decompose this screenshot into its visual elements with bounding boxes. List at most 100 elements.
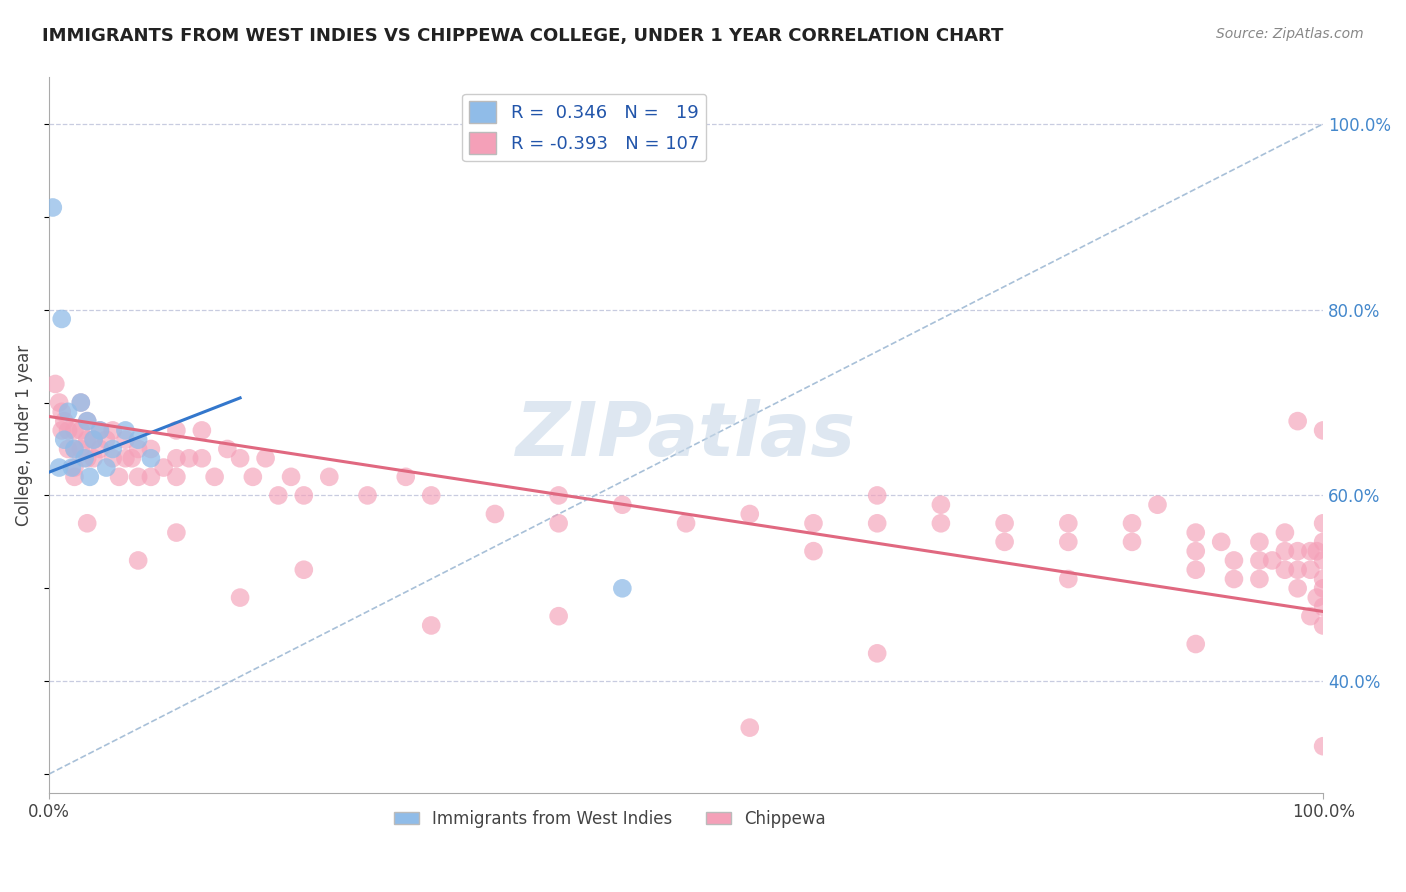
Point — [101, 424, 124, 438]
Point — [179, 451, 201, 466]
Point — [675, 516, 697, 531]
Point — [738, 507, 761, 521]
Point — [356, 488, 378, 502]
Point — [1146, 498, 1168, 512]
Point — [929, 498, 952, 512]
Point — [73, 451, 96, 466]
Point — [1261, 553, 1284, 567]
Point — [48, 460, 70, 475]
Point — [547, 488, 569, 502]
Point — [1249, 572, 1271, 586]
Point — [69, 424, 91, 438]
Point — [547, 516, 569, 531]
Point — [114, 433, 136, 447]
Point — [60, 460, 83, 475]
Point — [217, 442, 239, 456]
Point — [101, 442, 124, 456]
Point — [63, 470, 86, 484]
Point — [1312, 534, 1334, 549]
Point — [76, 451, 98, 466]
Point — [89, 442, 111, 456]
Point — [612, 498, 634, 512]
Point — [152, 460, 174, 475]
Point — [69, 395, 91, 409]
Point — [1121, 534, 1143, 549]
Point — [139, 442, 162, 456]
Point — [242, 470, 264, 484]
Point — [612, 582, 634, 596]
Point — [127, 442, 149, 456]
Point — [1299, 609, 1322, 624]
Point — [866, 516, 889, 531]
Point — [204, 470, 226, 484]
Point — [127, 433, 149, 447]
Point — [76, 414, 98, 428]
Point — [53, 414, 76, 428]
Point — [48, 395, 70, 409]
Point — [280, 470, 302, 484]
Point — [1274, 563, 1296, 577]
Point — [44, 376, 66, 391]
Point — [267, 488, 290, 502]
Point — [191, 424, 214, 438]
Point — [1057, 572, 1080, 586]
Point — [89, 424, 111, 438]
Point — [42, 201, 65, 215]
Point — [69, 395, 91, 409]
Point — [318, 470, 340, 484]
Point — [56, 442, 79, 456]
Point — [1306, 591, 1329, 605]
Point — [1184, 525, 1206, 540]
Point — [1249, 553, 1271, 567]
Point — [1121, 516, 1143, 531]
Point — [1286, 582, 1309, 596]
Point — [83, 451, 105, 466]
Point — [114, 424, 136, 438]
Point — [96, 460, 118, 475]
Point — [1223, 572, 1246, 586]
Point — [1286, 544, 1309, 558]
Text: IMMIGRANTS FROM WEST INDIES VS CHIPPEWA COLLEGE, UNDER 1 YEAR CORRELATION CHART: IMMIGRANTS FROM WEST INDIES VS CHIPPEWA … — [42, 27, 1004, 45]
Point — [229, 591, 252, 605]
Point — [1299, 544, 1322, 558]
Point — [229, 451, 252, 466]
Point — [1274, 544, 1296, 558]
Point — [254, 451, 277, 466]
Point — [83, 433, 105, 447]
Point — [63, 442, 86, 456]
Point — [1286, 414, 1309, 428]
Point — [1184, 563, 1206, 577]
Point — [1312, 424, 1334, 438]
Point — [395, 470, 418, 484]
Point — [484, 507, 506, 521]
Point — [1286, 563, 1309, 577]
Point — [51, 312, 73, 326]
Point — [108, 470, 131, 484]
Text: ZIPatlas: ZIPatlas — [516, 399, 856, 472]
Point — [89, 424, 111, 438]
Point — [139, 451, 162, 466]
Point — [1184, 544, 1206, 558]
Point — [1184, 637, 1206, 651]
Point — [547, 609, 569, 624]
Point — [127, 553, 149, 567]
Point — [165, 424, 187, 438]
Point — [1312, 516, 1334, 531]
Point — [994, 516, 1017, 531]
Point — [1274, 525, 1296, 540]
Point — [63, 460, 86, 475]
Point — [1223, 553, 1246, 567]
Point — [1211, 534, 1233, 549]
Point — [1057, 516, 1080, 531]
Point — [69, 442, 91, 456]
Point — [96, 433, 118, 447]
Point — [63, 424, 86, 438]
Point — [1057, 534, 1080, 549]
Point — [165, 470, 187, 484]
Point — [114, 451, 136, 466]
Point — [83, 433, 105, 447]
Point — [51, 424, 73, 438]
Point — [1312, 582, 1334, 596]
Point — [1312, 739, 1334, 754]
Point — [1299, 563, 1322, 577]
